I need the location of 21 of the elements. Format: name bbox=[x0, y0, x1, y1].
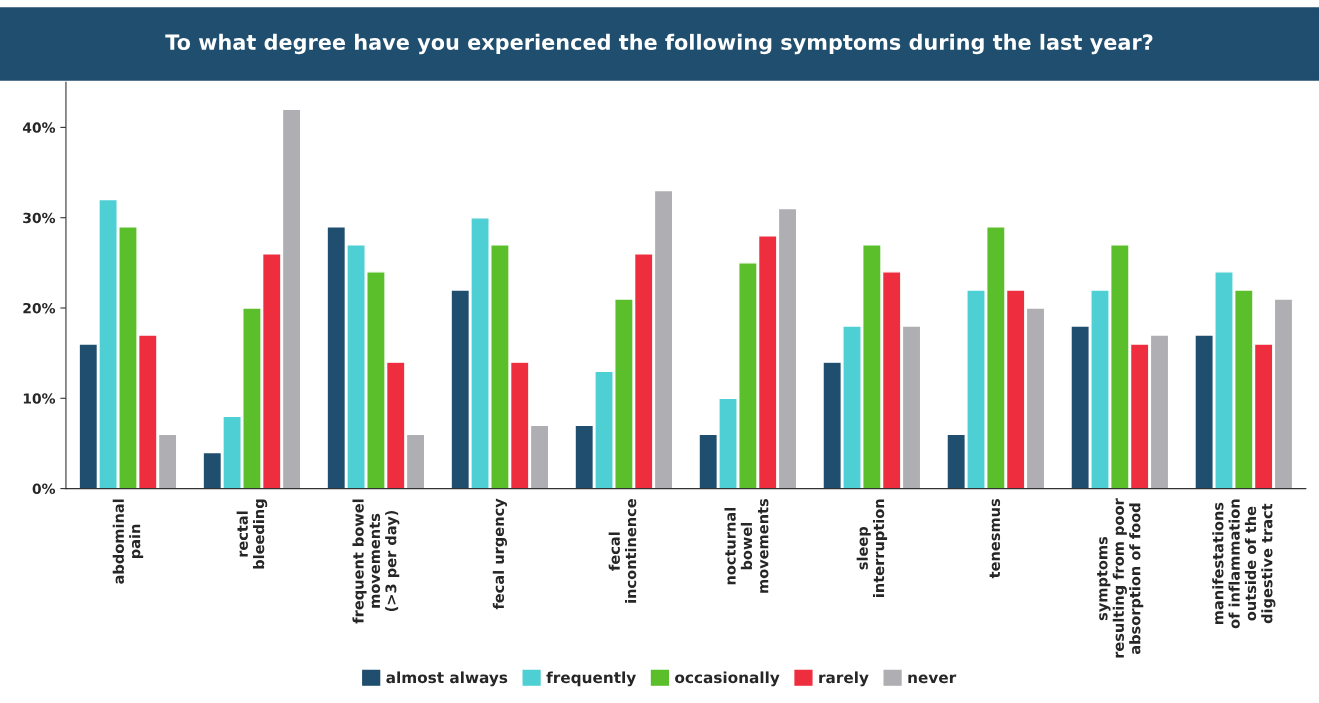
y-tick-label: 30% bbox=[23, 212, 56, 224]
legend-label: frequently bbox=[546, 671, 636, 687]
x-tick-label: symptoms resulting from poor absorption of food bbox=[1097, 498, 1144, 658]
x-tick-label: manifestations of inflammation outside of the digestive tract bbox=[1212, 499, 1276, 629]
x-tick-label: sleep interruption bbox=[856, 499, 888, 597]
x-tick-label: fecal incontinence bbox=[608, 499, 637, 603]
x-tick-label: rectal bleeding bbox=[236, 499, 268, 569]
y-tick-label: 40% bbox=[22, 122, 56, 133]
x-tick-label: fecal urgency bbox=[492, 498, 508, 610]
y-tick-label: 0% bbox=[32, 483, 56, 495]
x-tick-label: frequent bowel movements (>3 per day) bbox=[352, 499, 400, 624]
x-tick-label: tenesmus bbox=[989, 499, 1001, 579]
x-tick-label: nocturnal bowel movements bbox=[724, 499, 769, 593]
legend-label: never bbox=[908, 674, 957, 684]
y-tick-label: 10% bbox=[23, 393, 56, 404]
legend-label: almost always bbox=[386, 671, 508, 687]
y-tick-label: 20% bbox=[23, 302, 56, 314]
x-tick-label: abdominal pain bbox=[112, 499, 144, 584]
legend-label: rarely bbox=[819, 671, 869, 687]
legend-label: occasionally bbox=[675, 671, 780, 687]
chart-title: To what degree have you experienced the following symptoms during the last year? bbox=[165, 33, 1153, 55]
